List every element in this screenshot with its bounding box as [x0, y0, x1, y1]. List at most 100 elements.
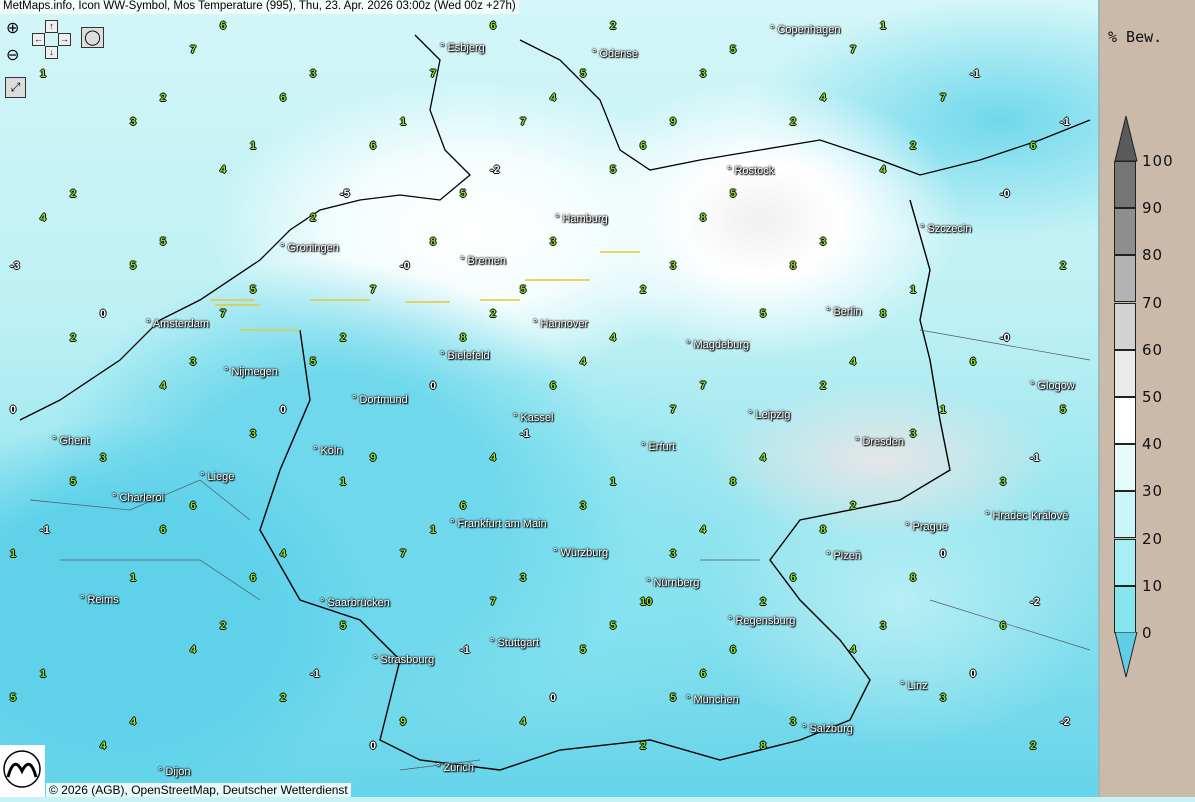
- city-label: ° Groningen: [280, 242, 339, 254]
- temperature-value: 0: [430, 380, 437, 392]
- legend-label: 10: [1142, 576, 1164, 595]
- legend-bottom-arrow: [1114, 632, 1138, 678]
- city-label: ° Magdeburg: [686, 339, 750, 351]
- temperature-value: 4: [550, 92, 557, 104]
- temperature-value: 5: [610, 620, 617, 632]
- city-label: ° Erfurt: [641, 441, 676, 453]
- city-label: ° Rostock: [727, 165, 775, 177]
- legend-swatch: [1114, 208, 1136, 256]
- camera-icon[interactable]: ◯: [81, 27, 104, 48]
- temperature-value: 8: [760, 740, 767, 752]
- temperature-value: 3: [910, 428, 917, 440]
- city-label: ° Copenhagen: [770, 24, 841, 36]
- temperature-value: -2: [1060, 716, 1070, 728]
- city-label: ° Plzeň: [826, 550, 861, 562]
- temperature-value: -5: [340, 188, 350, 200]
- temperature-value: 8: [790, 260, 797, 272]
- city-label: ° Reims: [80, 594, 119, 606]
- pan-up-icon[interactable]: ↑: [45, 20, 58, 33]
- temperature-value: 1: [910, 284, 917, 296]
- legend-label: 90: [1142, 199, 1164, 218]
- temperature-value: 4: [580, 356, 587, 368]
- temperature-value: 3: [250, 428, 257, 440]
- temperature-value: 4: [280, 548, 287, 560]
- temperature-value: 6: [250, 572, 257, 584]
- pan-down-icon[interactable]: ↓: [45, 46, 58, 59]
- temperature-value: 3: [880, 620, 887, 632]
- temperature-value: 8: [880, 308, 887, 320]
- temperature-value: 7: [850, 44, 857, 56]
- temperature-value: 3: [820, 236, 827, 248]
- city-label: ° Köln: [313, 445, 343, 457]
- temperature-value: 1: [40, 668, 47, 680]
- temperature-value: 8: [730, 476, 737, 488]
- temperature-value: -0: [1000, 188, 1010, 200]
- legend-swatch: [1114, 585, 1136, 633]
- temperature-value: 1: [250, 140, 257, 152]
- city-label: ° Berlin: [826, 306, 862, 318]
- city-label: ° Strasbourg: [373, 654, 435, 666]
- zoom-in-icon[interactable]: ⊕: [6, 20, 20, 37]
- temperature-value: 1: [610, 476, 617, 488]
- temperature-value: 3: [790, 716, 797, 728]
- temperature-value: 0: [280, 404, 287, 416]
- temperature-value: 2: [490, 308, 497, 320]
- city-label: ° Szczecin: [920, 223, 972, 235]
- temperature-value: 3: [100, 452, 107, 464]
- legend-label: 20: [1142, 529, 1164, 548]
- temperature-value: 1: [430, 524, 437, 536]
- temperature-value: 7: [400, 548, 407, 560]
- temperature-value: 5: [10, 692, 17, 704]
- city-label: ° Hradec Králové: [985, 510, 1069, 522]
- city-label: ° Hamburg: [555, 213, 608, 225]
- temperature-value: 0: [940, 548, 947, 560]
- legend-swatch: [1114, 161, 1136, 208]
- temperature-value: 3: [700, 68, 707, 80]
- temperature-value: 1: [40, 68, 47, 80]
- legend-swatch: [1114, 255, 1136, 303]
- temperature-value: 4: [190, 644, 197, 656]
- city-label: ° Würzburg: [553, 547, 609, 559]
- temperature-value: 9: [370, 452, 377, 464]
- temperature-value: 6: [220, 20, 227, 32]
- city-label: ° Bielefeld: [440, 350, 490, 362]
- legend-label: 40: [1142, 435, 1164, 454]
- temperature-value: -1: [1030, 452, 1040, 464]
- temperature-value: 5: [580, 68, 587, 80]
- legend-label: 100: [1142, 152, 1174, 170]
- temperature-value: 1: [880, 20, 887, 32]
- temperature-value: 4: [130, 716, 137, 728]
- temperature-value: 4: [100, 740, 107, 752]
- temperature-value: 2: [280, 692, 287, 704]
- temperature-value: 2: [760, 596, 767, 608]
- temperature-value: 6: [1000, 620, 1007, 632]
- temperature-value: 6: [700, 668, 707, 680]
- city-label: ° Dortmund: [352, 394, 408, 406]
- temperature-value: 5: [520, 284, 527, 296]
- fullscreen-icon[interactable]: ⤢: [5, 77, 26, 98]
- temperature-value: 5: [730, 44, 737, 56]
- temperature-value: 7: [700, 380, 707, 392]
- temperature-value: 4: [610, 332, 617, 344]
- temperature-value: 4: [520, 716, 527, 728]
- city-label: ° Saarbrücken: [320, 597, 390, 609]
- temperature-value: -3: [10, 260, 20, 272]
- zoom-out-icon[interactable]: ⊖: [6, 47, 20, 64]
- weather-map[interactable]: ° Esbjerg ° Odense ° Copenhagen ° Rostock ° …: [0, 0, 1098, 797]
- city-label: ° Odense: [592, 48, 638, 60]
- temperature-value: 7: [220, 308, 227, 320]
- temperature-value: 5: [730, 188, 737, 200]
- city-label: ° Frankfurt am Main: [450, 518, 547, 530]
- city-label: ° Leipzig: [748, 409, 791, 421]
- pan-right-icon[interactable]: →: [58, 33, 71, 46]
- temperature-value: 6: [970, 356, 977, 368]
- temperature-value: 5: [610, 164, 617, 176]
- temperature-value: 6: [640, 140, 647, 152]
- temperature-value: 5: [1060, 404, 1067, 416]
- temperature-value: 3: [670, 548, 677, 560]
- pan-left-icon[interactable]: ←: [32, 33, 45, 46]
- temperature-value: 0: [970, 668, 977, 680]
- city-label: ° Nürnberg: [646, 577, 700, 589]
- pan-arrows-icon[interactable]: ↑ ← → ↓: [32, 20, 72, 60]
- temperature-value: 4: [220, 164, 227, 176]
